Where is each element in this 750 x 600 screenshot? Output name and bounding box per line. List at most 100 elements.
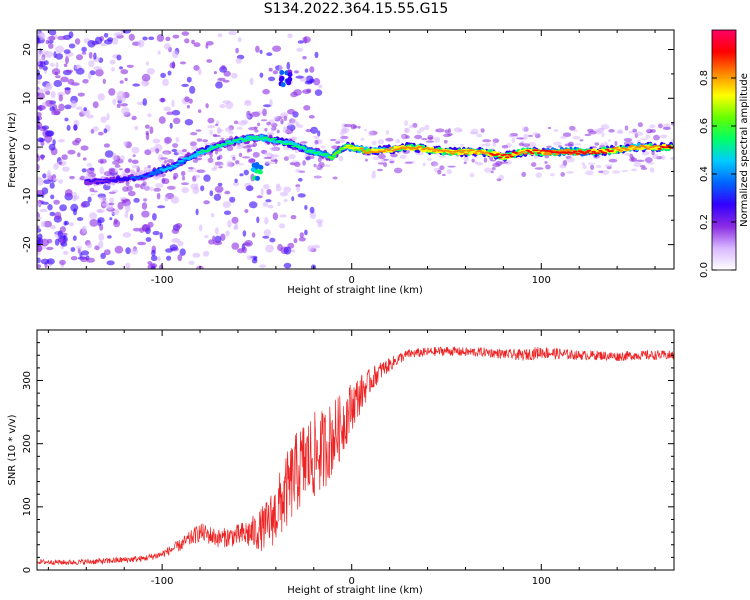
spectral-noise-mark bbox=[145, 124, 150, 129]
spectral-halo-mark bbox=[132, 154, 136, 158]
spectral-noise-mark bbox=[39, 208, 48, 213]
spectral-noise-mark bbox=[265, 244, 274, 253]
spectral-noise-mark bbox=[59, 204, 67, 212]
spectral-halo-mark bbox=[86, 167, 95, 174]
snr-x-ticks: -100 0 100 bbox=[47, 330, 656, 587]
spectral-halo-mark bbox=[195, 129, 202, 132]
spectral-halo-mark bbox=[98, 196, 107, 201]
spectral-halo-mark bbox=[181, 182, 189, 186]
spectral-halo-mark bbox=[435, 128, 445, 133]
spectral-halo-mark bbox=[196, 138, 203, 142]
spectral-noise-mark bbox=[242, 230, 247, 237]
spectral-halo-mark bbox=[553, 141, 562, 146]
spectral-noise-mark bbox=[126, 64, 134, 68]
spectral-noise-mark bbox=[37, 244, 43, 253]
spectral-noise-mark bbox=[179, 248, 186, 256]
spectral-noise-mark bbox=[231, 216, 239, 224]
spectral-noise-mark bbox=[308, 115, 315, 119]
spectral-noise-mark bbox=[314, 51, 319, 59]
spectral-halo-mark bbox=[269, 147, 279, 151]
spectral-noise-mark bbox=[266, 188, 272, 195]
spectral-ridge-mark bbox=[272, 137, 278, 140]
spectral-noise-mark bbox=[103, 32, 109, 38]
spectral-ridge-mark bbox=[432, 150, 437, 153]
spectral-halo-mark bbox=[416, 130, 422, 135]
y-tick-label: 10 bbox=[22, 92, 33, 105]
spectral-noise-mark bbox=[43, 85, 48, 93]
spectral-noise-mark bbox=[37, 106, 42, 110]
spectral-noise-mark bbox=[287, 122, 292, 127]
colorbar-tick-label: 0.0 bbox=[699, 262, 710, 278]
spectral-halo-mark bbox=[545, 164, 551, 170]
spectral-noise-mark bbox=[63, 49, 71, 54]
spectral-noise-mark bbox=[235, 58, 242, 64]
spectral-ridge-mark bbox=[366, 152, 371, 155]
spectral-noise-mark bbox=[37, 147, 42, 151]
spectral-noise-mark bbox=[82, 79, 89, 84]
spectral-noise-mark bbox=[303, 36, 308, 44]
spectral-noise-mark bbox=[131, 115, 137, 121]
spectral-noise-mark bbox=[49, 182, 55, 189]
y-tick-label: -10 bbox=[22, 188, 33, 204]
spectral-noise-mark bbox=[77, 92, 85, 97]
spectral-noise-mark bbox=[37, 61, 41, 65]
spectral-noise-mark bbox=[66, 124, 71, 131]
spectral-halo-mark bbox=[588, 162, 595, 165]
spectral-halo-mark bbox=[196, 169, 206, 173]
spectral-noise-mark bbox=[244, 101, 252, 106]
spectral-halo-mark bbox=[385, 129, 390, 135]
spectral-noise-mark bbox=[162, 78, 169, 87]
spectral-noise-mark bbox=[60, 76, 69, 83]
spectral-halo-mark bbox=[314, 139, 319, 145]
spectral-halo-mark bbox=[399, 154, 407, 160]
spectral-noise-mark bbox=[75, 245, 83, 250]
spectral-noise-mark bbox=[263, 229, 272, 237]
spectral-noise-mark bbox=[163, 106, 172, 112]
spectral-noise-mark bbox=[256, 195, 263, 199]
spectral-halo-mark bbox=[505, 160, 512, 165]
spectral-ridge-mark bbox=[229, 142, 235, 145]
spectral-noise-mark bbox=[108, 88, 116, 96]
spectral-noise-mark bbox=[87, 40, 96, 48]
spectral-ridge-mark bbox=[225, 140, 230, 143]
colorbar-tick-label: 0.4 bbox=[699, 166, 710, 182]
spectral-halo-mark bbox=[522, 143, 530, 148]
spectral-noise-mark bbox=[123, 141, 128, 146]
spectral-noise-mark bbox=[46, 258, 55, 265]
spectral-noise-mark bbox=[272, 212, 279, 221]
spectral-noise-mark bbox=[70, 203, 79, 212]
spectral-halo-mark bbox=[272, 116, 280, 120]
spectral-halo-mark bbox=[476, 133, 483, 138]
spectral-noise-mark bbox=[156, 34, 165, 42]
spectral-noise-mark bbox=[82, 225, 87, 234]
spectral-halo-mark bbox=[649, 124, 656, 129]
spectral-noise-mark bbox=[37, 257, 41, 264]
spectral-halo-mark bbox=[617, 129, 623, 134]
spectral-noise-mark bbox=[72, 197, 77, 202]
spectral-noise-mark bbox=[54, 211, 62, 220]
spectral-noise-mark bbox=[149, 126, 154, 134]
spectral-halo-mark bbox=[427, 137, 434, 140]
spectral-halo-mark bbox=[131, 164, 140, 169]
spectral-halo-mark bbox=[401, 134, 406, 139]
spectral-halo-mark bbox=[463, 156, 470, 162]
spectral-noise-mark bbox=[43, 220, 52, 228]
spectral-halo-mark bbox=[482, 139, 491, 143]
spectral-noise-mark bbox=[88, 60, 95, 68]
spectral-ridge-mark bbox=[179, 161, 184, 165]
spectral-halo-mark bbox=[108, 202, 115, 206]
spectral-halo-mark bbox=[126, 185, 133, 192]
spectral-halo-mark bbox=[225, 127, 233, 133]
spectral-halo-mark bbox=[499, 161, 509, 164]
spectral-noise-mark bbox=[55, 75, 61, 79]
spectral-halo-mark bbox=[160, 157, 168, 160]
spectral-noise-mark bbox=[157, 205, 166, 209]
spectral-halo-mark bbox=[572, 135, 581, 140]
spectral-halo-mark bbox=[226, 160, 233, 165]
spectral-ridge-mark bbox=[630, 144, 635, 147]
spectral-halo-mark bbox=[634, 131, 644, 136]
spectral-noise-mark bbox=[304, 229, 308, 236]
spectral-halo-mark bbox=[496, 178, 502, 182]
